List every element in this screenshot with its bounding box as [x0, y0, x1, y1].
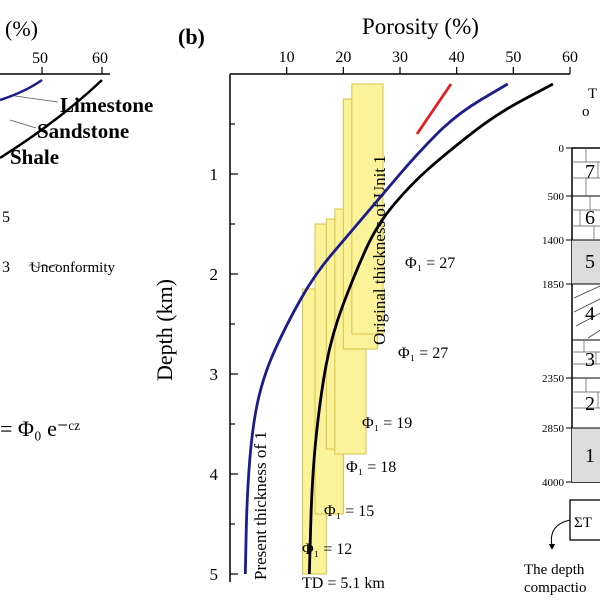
unit-number-1: 1 [585, 445, 595, 467]
left-shale-curve [0, 79, 103, 160]
column-depth-labels: 0 500 1400 1850 2350 2850 4000 [542, 143, 565, 489]
caption-line-2: compactio [524, 580, 586, 596]
x-tick-label-20: 20 [335, 49, 351, 66]
left-unconformity-line [28, 264, 60, 268]
left-label-sandstone: Sandstone [37, 119, 129, 143]
unit-number-5: 5 [585, 251, 595, 273]
left-leader-limestone [14, 95, 59, 103]
x-tick-label-60: 60 [562, 49, 578, 66]
right-title-fragment: T [588, 86, 597, 102]
phi-label-5: Φ₁ = 15 [324, 503, 374, 520]
unit-boundaries [572, 195, 600, 429]
left-limestone-curve [0, 78, 43, 102]
left-leader-sandstone [9, 119, 37, 129]
limestone-brick-pattern [572, 148, 600, 409]
caption-line-1: The depth [524, 562, 585, 578]
annotation-present-thickness: Present thickness of 1 [251, 431, 270, 580]
y-ticks: 1 2 3 4 5 [210, 123, 238, 584]
left-tick-label-60: 60 [92, 50, 108, 67]
sigma-arrow-head [549, 544, 555, 550]
y-tick-label-3: 3 [210, 365, 219, 384]
column-depth-1400: 1400 [542, 235, 565, 247]
left-fragment-3: 3 [2, 259, 10, 276]
phi-label-2: Φ₁ = 27 [398, 345, 448, 362]
porosity-curves [243, 82, 554, 575]
left-tick-label-50: 50 [32, 50, 48, 67]
column-depth-4000: 4000 [542, 477, 565, 489]
unit-number-2: 2 [585, 393, 595, 415]
x-tick-label-10: 10 [279, 49, 295, 66]
thickness-box-6 [351, 83, 384, 335]
right-title-fragment-2: o [582, 104, 590, 120]
unit-1-fill [572, 428, 600, 482]
column-depth-2850: 2850 [542, 423, 565, 435]
left-panel: (%) 50 60 Limestone Sandstone Shale 5 3 … [0, 16, 153, 441]
column-depth-2350: 2350 [542, 373, 565, 385]
left-equation: = Φ₀ e⁻ᶜᶻ [0, 416, 80, 441]
unit-number-7: 7 [585, 161, 595, 183]
left-label-limestone: Limestone [60, 93, 153, 117]
porosity-curve-2 [243, 82, 509, 575]
y-tick-label-4: 4 [210, 465, 219, 484]
unit-number-4: 4 [585, 303, 595, 325]
x-tick-label-30: 30 [392, 49, 408, 66]
sigma-arrow [550, 519, 571, 547]
unit-number-3: 3 [585, 349, 595, 371]
column-depth-ticks [566, 147, 572, 483]
phi-label-3: Φ₁ = 19 [362, 415, 412, 432]
phi-label-6: Φ₁ = 12 [302, 541, 352, 558]
phi-label-4: Φ₁ = 18 [346, 459, 396, 476]
x-tick-label-50: 50 [505, 49, 521, 66]
panel-b-label: (b) [178, 24, 205, 49]
left-title-fragment: (%) [5, 16, 38, 41]
td-label: TD = 5.1 km [302, 575, 385, 592]
y-axis-label: Depth (km) [152, 279, 177, 381]
unit-numbers: 7 6 5 4 3 2 1 [585, 161, 595, 467]
column-depth-1850: 1850 [542, 279, 565, 291]
x-tick-label-40: 40 [449, 49, 465, 66]
phi-label-1: Φ₁ = 27 [405, 255, 455, 272]
left-label-shale: Shale [10, 145, 59, 169]
porosity-curve-1 [307, 82, 554, 575]
shale-hatch-pattern [573, 285, 600, 339]
chart-title: Porosity (%) [362, 14, 479, 39]
unit-number-6: 6 [585, 207, 595, 229]
y-tick-label-1: 1 [210, 165, 219, 184]
x-ticks: 10 20 30 40 50 60 [279, 49, 578, 74]
column-depth-500: 500 [548, 191, 565, 203]
column-depth-0: 0 [559, 143, 565, 155]
right-panel: T o 0 [524, 86, 600, 596]
y-tick-label-5: 5 [210, 565, 219, 584]
y-tick-label-2: 2 [210, 265, 219, 284]
chart-b: (b) Porosity (%) Depth (km) Original thi… [152, 14, 578, 592]
sigma-box [569, 499, 600, 541]
annotation-original-thickness: Original thickness of Unit 1 [370, 155, 389, 345]
thickness-boxes [302, 83, 384, 575]
left-fragment-5: 5 [2, 209, 10, 226]
sigma-box-label: ΣT [574, 515, 592, 531]
unit-5-fill [572, 240, 600, 284]
left-unconformity-label: Unconformity [30, 260, 115, 276]
porosity-curve-3 [415, 83, 453, 135]
